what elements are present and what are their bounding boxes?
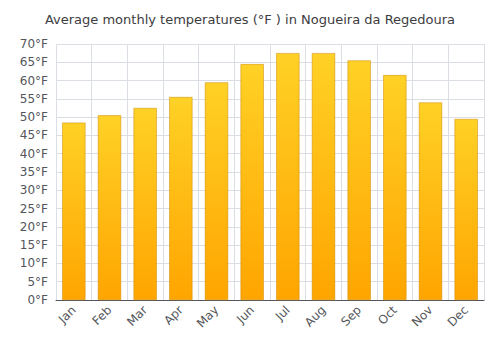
svg-text:15°F: 15°F — [20, 238, 48, 252]
svg-text:0°F: 0°F — [27, 293, 48, 307]
svg-text:40°F: 40°F — [20, 147, 48, 161]
svg-text:30°F: 30°F — [20, 183, 48, 197]
svg-text:10°F: 10°F — [20, 256, 48, 270]
svg-text:5°F: 5°F — [27, 275, 48, 289]
svg-text:Jan: Jan — [55, 303, 79, 327]
svg-text:60°F: 60°F — [20, 74, 48, 88]
svg-text:65°F: 65°F — [20, 55, 48, 69]
svg-text:Mar: Mar — [124, 303, 150, 329]
svg-text:Average monthly temperatures (: Average monthly temperatures (°F ) in No… — [45, 12, 455, 27]
svg-text:Feb: Feb — [90, 303, 115, 328]
svg-text:55°F: 55°F — [20, 92, 48, 106]
svg-text:45°F: 45°F — [20, 128, 48, 142]
svg-text:Nov: Nov — [409, 303, 435, 329]
svg-text:Aug: Aug — [302, 303, 328, 329]
svg-text:Sep: Sep — [338, 303, 364, 329]
svg-text:50°F: 50°F — [20, 110, 48, 124]
svg-text:Apr: Apr — [161, 303, 186, 328]
svg-text:70°F: 70°F — [20, 37, 48, 51]
svg-text:20°F: 20°F — [20, 220, 48, 234]
svg-text:Jun: Jun — [233, 303, 257, 327]
svg-text:Dec: Dec — [445, 303, 471, 329]
svg-text:25°F: 25°F — [20, 202, 48, 216]
svg-text:Jul: Jul — [272, 303, 293, 324]
svg-text:Oct: Oct — [375, 303, 400, 328]
svg-text:May: May — [194, 303, 221, 330]
svg-text:35°F: 35°F — [20, 165, 48, 179]
